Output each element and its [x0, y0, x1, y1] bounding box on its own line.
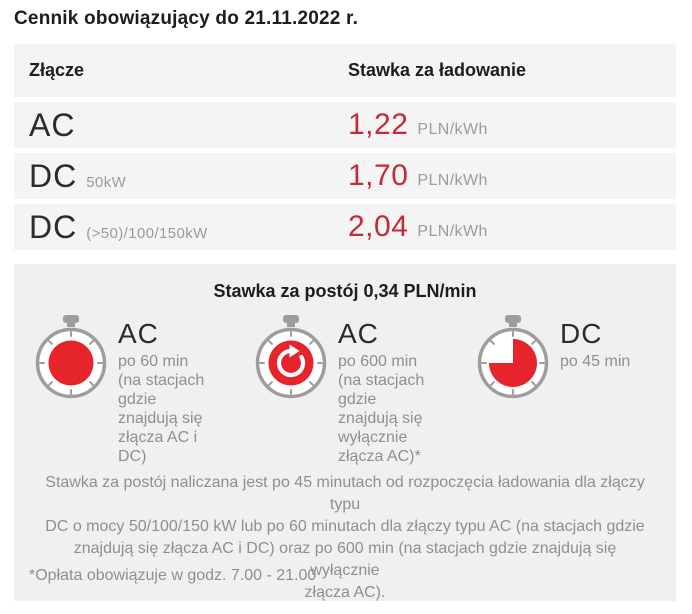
page-title: Cennik obowiązujący do 21.11.2022 r. [14, 8, 359, 29]
connector-name: DC [29, 209, 78, 245]
table-row-dc-150: DC (>50)/100/150kW 2,04 PLN/kWh [14, 204, 676, 250]
idle-fee-panel: Stawka za postój 0,34 PLN/min AC po 60 m… [14, 264, 676, 601]
connector-name: DC [29, 158, 78, 194]
idle-fee-note: Stawka za postój naliczana jest po 45 mi… [45, 474, 645, 601]
idle-connector-label: AC [118, 318, 159, 349]
idle-item-ac-600: AC po 600 min (na stacjach gdzie znajduj… [253, 315, 475, 466]
idle-description: po 600 min (na stacjach gdzie znajdują s… [338, 353, 425, 465]
idle-item-dc-45: DC po 45 min [475, 315, 676, 466]
idle-fee-heading: Stawka za postój 0,34 PLN/min [213, 281, 477, 301]
price-value: 2,04 [348, 210, 409, 243]
idle-description: po 60 min (na stacjach gdzie znajdują si… [118, 353, 205, 465]
idle-connector-label: AC [338, 318, 379, 349]
table-row-ac: AC 1,22 PLN/kWh [14, 102, 676, 148]
idle-fee-items: AC po 60 min (na stacjach gdzie znajdują… [33, 315, 676, 466]
stopwatch-quarter-icon [477, 315, 549, 399]
idle-description: po 45 min [560, 353, 631, 370]
price-value: 1,22 [348, 108, 409, 141]
column-header-rate: Stawka za ładowanie [348, 60, 527, 80]
connector-detail: (>50)/100/150kW [86, 225, 208, 242]
idle-item-ac-60: AC po 60 min (na stacjach gdzie znajdują… [33, 315, 253, 466]
idle-connector-label: DC [560, 318, 603, 349]
connector-detail: 50kW [86, 174, 127, 191]
pricing-table-header: Złącze Stawka za ładowanie [14, 44, 676, 97]
table-row-dc-50: DC 50kW 1,70 PLN/kWh [14, 153, 676, 199]
connector-name: AC [29, 107, 76, 143]
column-header-connector: Złącze [29, 60, 85, 80]
stopwatch-full-icon [35, 315, 107, 399]
price-value: 1,70 [348, 159, 409, 192]
price-unit: PLN/kWh [417, 121, 488, 138]
price-unit: PLN/kWh [417, 223, 488, 240]
pricing-table: Złącze Stawka za ładowanie AC 1,22 PLN/k… [14, 44, 676, 250]
stopwatch-refresh-icon [255, 315, 327, 399]
idle-fee-footnote: *Opłata obowiązuje w godz. 7.00 - 21.00 [29, 567, 317, 584]
price-unit: PLN/kWh [417, 172, 488, 189]
